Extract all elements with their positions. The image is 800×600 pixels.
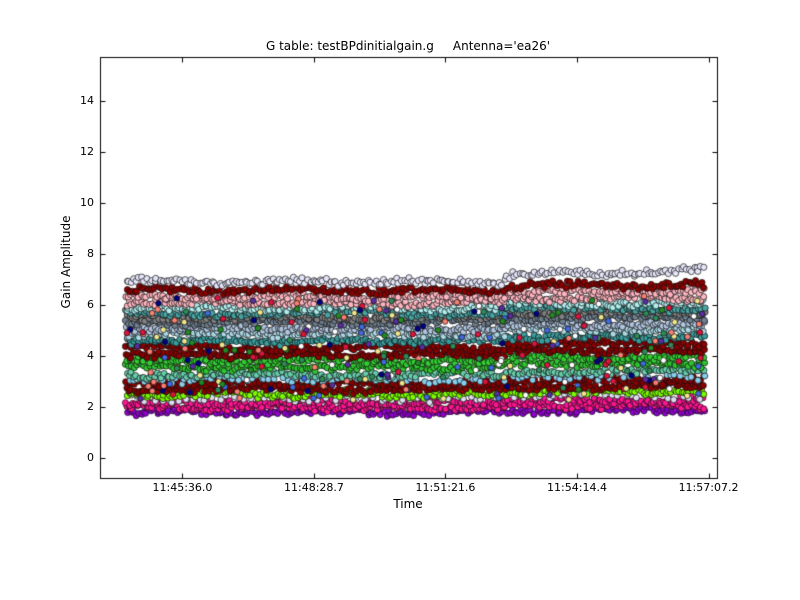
x-tick-label: 11:57:07.2 [678,481,739,494]
y-tick-label: 2 [87,400,94,414]
y-tick-label: 0 [87,451,94,465]
x-tick-label: 11:45:36.0 [152,481,213,494]
y-axis-label: Gain Amplitude [59,215,73,309]
x-tick-label: 11:48:28.7 [284,481,344,494]
y-tick-label: 10 [80,195,94,209]
x-tick-label: 11:54:14.4 [547,481,607,494]
y-tick-label: 14 [80,93,94,107]
y-tick-label: 4 [87,349,94,363]
x-tick-label: 11:51:21.6 [415,481,476,494]
y-tick-label: 6 [87,297,94,311]
x-axis-label: Time [393,497,423,511]
chart-title: G table: testBPdinitialgain.g Antenna='e… [265,39,551,53]
y-tick-label: 8 [87,246,94,260]
y-tick-label: 12 [80,144,94,158]
